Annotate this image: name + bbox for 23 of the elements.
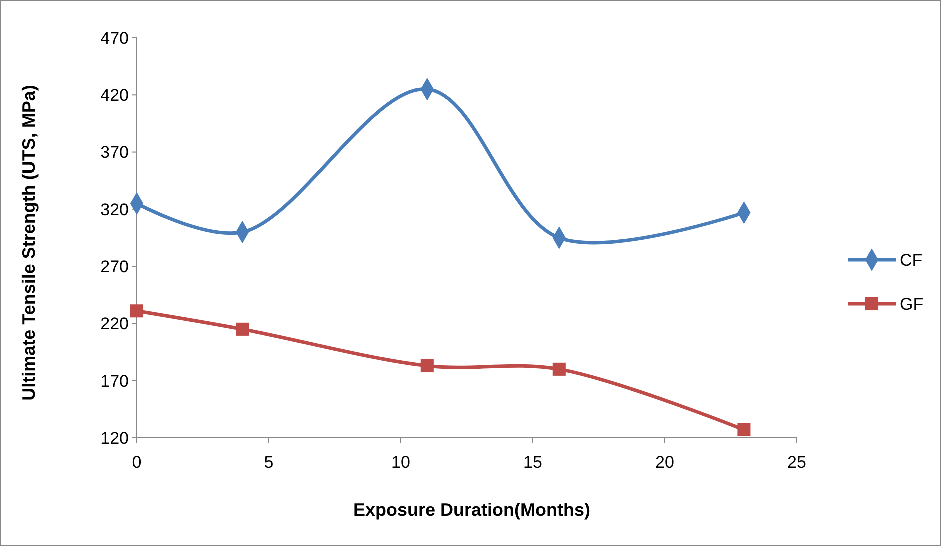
x-tick-label: 5 (264, 453, 274, 472)
x-tick-label: 10 (392, 453, 410, 472)
y-tick-label: 220 (100, 314, 129, 334)
y-tick-label: 370 (100, 143, 129, 162)
point (130, 304, 144, 318)
y-tick-label: 270 (100, 258, 129, 277)
y-tick-label: 120 (100, 428, 129, 448)
y-tick-label: 470 (100, 28, 129, 48)
legend-label: GF (900, 294, 924, 314)
x-tick-label: 20 (656, 453, 674, 472)
x-tick-label: 25 (788, 453, 806, 472)
y-tick-label: 320 (100, 200, 129, 220)
point (420, 359, 434, 373)
point (738, 423, 751, 437)
y-tick-label: 170 (100, 372, 129, 391)
y-tick-label: 420 (100, 86, 129, 106)
x-axis-title: Exposure Duration(Months) (354, 500, 591, 520)
point (236, 322, 250, 336)
legend-label: CF (900, 250, 923, 270)
x-tick-label: 0 (132, 453, 142, 472)
point (552, 362, 566, 376)
y-axis-title: Ultimate Tensile Strength (UTS, MPa) (19, 85, 39, 401)
x-tick-label: 15 (524, 453, 542, 472)
